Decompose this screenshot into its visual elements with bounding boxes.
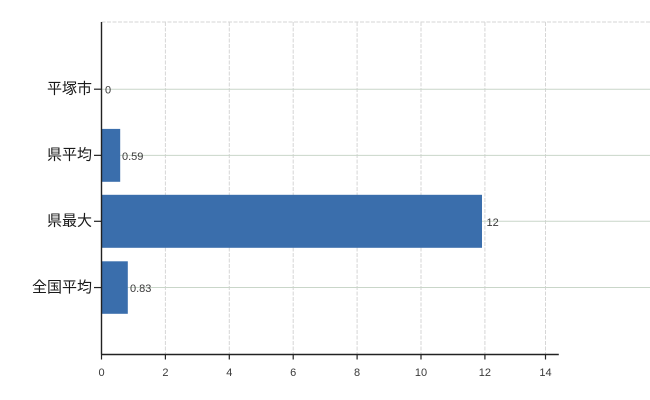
svg-text:0: 0 — [105, 85, 111, 97]
svg-text:平塚市: 平塚市 — [47, 81, 92, 98]
svg-text:0: 0 — [98, 367, 104, 379]
svg-text:12: 12 — [487, 217, 499, 229]
svg-text:8: 8 — [354, 367, 360, 379]
svg-text:12: 12 — [479, 367, 491, 379]
svg-text:0.59: 0.59 — [122, 151, 143, 163]
svg-text:4: 4 — [226, 367, 232, 379]
svg-text:10: 10 — [415, 367, 427, 379]
svg-text:県最大: 県最大 — [47, 213, 92, 230]
svg-text:2: 2 — [162, 367, 168, 379]
svg-text:0.83: 0.83 — [130, 283, 151, 295]
svg-text:県平均: 県平均 — [47, 147, 92, 164]
svg-text:6: 6 — [290, 367, 296, 379]
svg-text:全国平均: 全国平均 — [32, 279, 92, 296]
svg-text:14: 14 — [539, 367, 551, 379]
